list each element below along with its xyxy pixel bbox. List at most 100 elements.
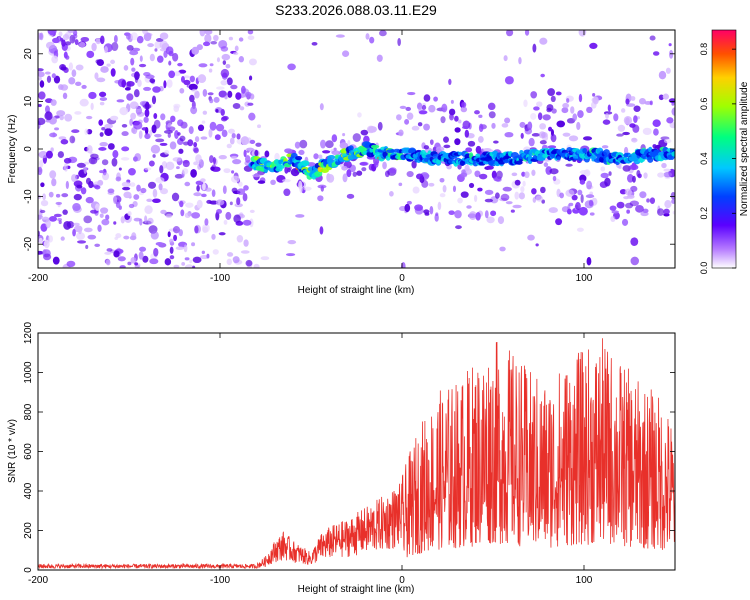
spectrogram-cell [46, 75, 52, 83]
spectrogram-cell [600, 166, 606, 172]
spectrogram-cell [114, 236, 119, 241]
spectrogram-cell [657, 172, 665, 178]
spectrogram-cell [389, 191, 394, 197]
spectrogram-cell [665, 67, 671, 74]
spectrogram-cell [105, 259, 111, 266]
spectrogram-cell [95, 203, 100, 211]
spectrogram-cell [71, 69, 77, 77]
spectrogram-cell [76, 162, 86, 168]
spectrogram-cell [658, 70, 667, 80]
spectrogram-cell [136, 35, 144, 44]
spectrogram-cell [144, 205, 153, 214]
spectrogram-cell [75, 64, 84, 71]
spectrogram-cell [207, 92, 214, 96]
spectrogram-cell [86, 115, 93, 120]
spectrogram-cell [120, 157, 130, 161]
spectrogram-cell [461, 101, 467, 108]
spectrogram-cell [232, 256, 240, 264]
spectrogram-cell [551, 108, 557, 114]
spectrogram-cell [194, 225, 199, 234]
spectrogram-cell [179, 135, 186, 142]
spectrogram-cell [191, 212, 201, 219]
spectrogram-cell [165, 161, 175, 171]
spectrogram-cell [170, 115, 176, 123]
spectrogram-x-ticks: -200 -100 0 100 [28, 30, 593, 284]
spectrogram-cell [62, 92, 68, 100]
spectrogram-cell [649, 35, 656, 41]
spectrogram-cell [115, 233, 122, 239]
spectrogram-cell [213, 34, 219, 42]
spectrogram-cell [113, 34, 118, 44]
spectrogram-cell [121, 79, 126, 88]
spectrogram-cell [102, 172, 110, 181]
spectrogram-cell [39, 209, 46, 214]
spectrogram-cell [104, 123, 114, 129]
spectrogram-cell [586, 180, 593, 190]
spectrogram-cell [38, 76, 42, 81]
spectrogram-cell [75, 81, 82, 87]
spectrogram-cell [71, 129, 80, 134]
spectrogram-cell [243, 239, 249, 247]
spectrogram-cell [99, 101, 105, 106]
spectrogram-cell [53, 75, 61, 84]
snr-x-ticks: -200 -100 0 100 [28, 333, 593, 586]
spectrogram-cell [537, 112, 543, 121]
spectrogram-cell [233, 214, 241, 223]
spectrogram-cell [202, 226, 209, 233]
spectrogram-cell [421, 104, 427, 110]
spectrogram-cell [243, 185, 249, 191]
spectrogram-cell [223, 219, 228, 225]
spectrogram-cell [66, 221, 75, 229]
spectrogram-cell [248, 75, 253, 81]
spectrogram-cell [549, 168, 559, 175]
spectrogram-cell [155, 176, 165, 184]
spectrogram-cell [487, 102, 496, 111]
spectrogram-cell [154, 133, 162, 138]
spectrogram-cell [176, 166, 180, 170]
spectrogram-cell [117, 256, 126, 262]
spectrogram-cell [138, 63, 147, 68]
spectrogram-cell [230, 175, 240, 183]
spectrogram-cell [388, 167, 397, 174]
spectrogram-cell [130, 57, 135, 66]
spectrogram-cell [366, 125, 376, 134]
spectrogram-cell [443, 144, 451, 149]
spectrogram-cell [501, 123, 509, 128]
spectrogram-cell [202, 110, 208, 115]
spectrogram-cell [188, 126, 194, 135]
spectrogram-cell [423, 94, 431, 102]
spectrogram-cell [139, 218, 143, 226]
spectrogram-cell [76, 184, 83, 189]
spectrogram-cell [126, 81, 135, 87]
spectrogram-cell [454, 115, 459, 122]
spectrogram-cell [572, 113, 578, 122]
spectrogram-cell [439, 193, 446, 198]
spectrogram-cell [53, 213, 62, 218]
spectrogram-cell [156, 55, 164, 63]
spectrogram-cell [159, 142, 168, 146]
spectrogram-cell [99, 141, 108, 147]
spectrogram-cell [264, 150, 270, 158]
spectrogram-cell [104, 251, 112, 255]
spectrogram-cell [226, 143, 232, 149]
spectrogram-cell [47, 30, 57, 36]
spectrogram-cell [524, 171, 530, 179]
spectrogram-cell [191, 46, 200, 55]
spectrogram-cell [369, 36, 375, 44]
spectrogram-cell [221, 115, 229, 121]
spectrogram-cell [493, 176, 502, 182]
spectrogram-cell [100, 66, 109, 73]
spectrogram-cell [632, 124, 640, 133]
spectrogram-cell [184, 264, 194, 268]
ridge-cell [300, 160, 310, 167]
spectrogram-cell [502, 186, 512, 192]
spectrogram-cell [133, 156, 138, 162]
spectrogram-cell [335, 34, 345, 38]
spectrogram-cell [464, 129, 470, 138]
spectrogram-cell [616, 201, 625, 209]
spectrogram-cell [565, 189, 575, 197]
spectrogram-cell [196, 199, 203, 209]
spectrogram-cell [235, 92, 242, 100]
spectrogram-cell [576, 121, 581, 131]
